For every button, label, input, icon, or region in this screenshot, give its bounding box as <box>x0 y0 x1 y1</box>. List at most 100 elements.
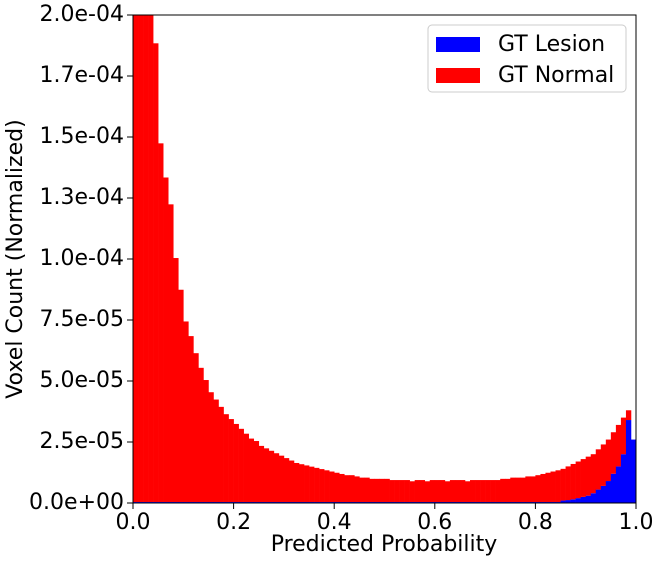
y-tick-label: 2.5e-05 <box>40 429 124 454</box>
x-tick-label: 0.0 <box>116 510 151 535</box>
histogram-bar <box>595 489 602 503</box>
histogram-bar <box>495 480 501 503</box>
histogram-bar <box>188 336 194 503</box>
histogram-bar <box>580 459 586 497</box>
histogram-bar <box>434 480 441 503</box>
histogram-bar <box>590 493 597 503</box>
histogram-bar <box>530 476 536 503</box>
histogram-bar <box>540 473 546 503</box>
histogram-bar <box>213 399 219 503</box>
histogram-bar <box>414 480 421 503</box>
y-tick-label: 0.0e+00 <box>29 490 124 515</box>
histogram-bar <box>158 143 164 503</box>
histogram-bar <box>283 458 290 503</box>
histogram-bar <box>620 454 627 503</box>
histogram-bar <box>253 441 260 503</box>
histogram-bar <box>258 445 265 503</box>
histogram-bar <box>520 477 526 503</box>
histogram-bar <box>238 428 244 503</box>
histogram-bar <box>399 480 405 503</box>
histogram-bar <box>480 480 486 503</box>
histogram-bar <box>153 43 159 503</box>
histogram-bar <box>615 466 622 503</box>
y-tick-label: 1.5e-04 <box>40 124 124 149</box>
histogram-bar <box>570 463 576 500</box>
histogram-bar <box>334 472 340 503</box>
histogram-bar <box>208 392 214 503</box>
histogram-bar <box>243 433 249 503</box>
histogram-bar <box>278 455 285 503</box>
histogram-bar <box>389 480 395 503</box>
histogram-bar <box>459 480 466 503</box>
histogram-bar <box>565 500 571 503</box>
x-tick-label: 0.2 <box>216 510 251 535</box>
histogram-bar <box>309 466 315 503</box>
histogram-bar <box>615 424 622 467</box>
plot-area <box>133 15 636 503</box>
histogram-bar <box>248 438 255 503</box>
histogram-bar <box>575 461 581 499</box>
histogram-bar <box>610 432 617 474</box>
histogram-bar <box>454 480 461 503</box>
legend-swatch <box>436 37 480 52</box>
histogram-bar <box>550 471 556 503</box>
histogram-bar <box>223 414 229 503</box>
histogram-bar <box>545 472 551 503</box>
histogram-bar <box>198 367 204 503</box>
x-tick-label: 0.4 <box>317 510 352 535</box>
histogram-bar <box>163 177 169 503</box>
histogram-bar <box>228 419 234 503</box>
histogram-bar <box>339 473 345 503</box>
y-tick-label: 1.0e-04 <box>40 246 124 271</box>
histogram-bar <box>268 450 275 503</box>
histogram-bar <box>133 15 139 503</box>
histogram-bar <box>148 15 154 503</box>
histogram-bar <box>404 480 410 503</box>
x-tick-label: 0.6 <box>417 510 452 535</box>
histogram-bar <box>595 449 602 490</box>
histogram-bar <box>570 499 576 503</box>
histogram-bar <box>394 480 400 503</box>
histogram-bar <box>505 478 511 503</box>
histogram-bar <box>625 420 632 503</box>
histogram-bar <box>263 448 270 503</box>
histogram-bar <box>273 453 280 503</box>
legend-swatch <box>436 68 480 83</box>
histogram-bar <box>585 456 592 496</box>
histogram-bar <box>419 480 426 503</box>
y-axis-label: Voxel Count (Normalized) <box>3 119 28 398</box>
histogram-bar <box>344 475 350 503</box>
histogram-bar <box>610 473 617 503</box>
histogram-bar <box>369 478 375 503</box>
histogram-bar <box>329 471 335 503</box>
histogram-bar <box>218 406 224 503</box>
y-tick-label: 1.3e-04 <box>40 185 124 210</box>
histogram-bar <box>424 481 431 503</box>
histogram-bar <box>580 496 586 503</box>
histogram-bar <box>475 480 481 503</box>
histogram-bar <box>535 475 541 503</box>
legend-label: GT Lesion <box>498 32 605 57</box>
x-axis-label: Predicted Probability <box>271 532 498 557</box>
histogram-bar <box>490 480 496 503</box>
histogram-bar <box>525 476 531 503</box>
histogram-bar <box>449 480 456 503</box>
histogram-bar <box>470 480 476 503</box>
y-tick-label: 5.0e-05 <box>40 368 124 393</box>
histogram-bar <box>620 417 627 455</box>
histogram-bar <box>288 460 295 503</box>
histogram-bar <box>585 495 592 503</box>
legend-label: GT Normal <box>498 63 614 88</box>
histogram-bar <box>354 476 360 503</box>
histogram-bar <box>173 258 179 503</box>
histogram-bar <box>319 469 325 503</box>
histogram-bar <box>298 464 305 503</box>
histogram-bar <box>555 470 561 503</box>
histogram-bar <box>364 477 370 503</box>
histogram-bar <box>510 477 516 503</box>
histogram-bar <box>314 467 320 503</box>
histogram-bar <box>515 477 521 503</box>
histogram-bar <box>143 15 149 503</box>
histogram-bar <box>379 478 385 503</box>
